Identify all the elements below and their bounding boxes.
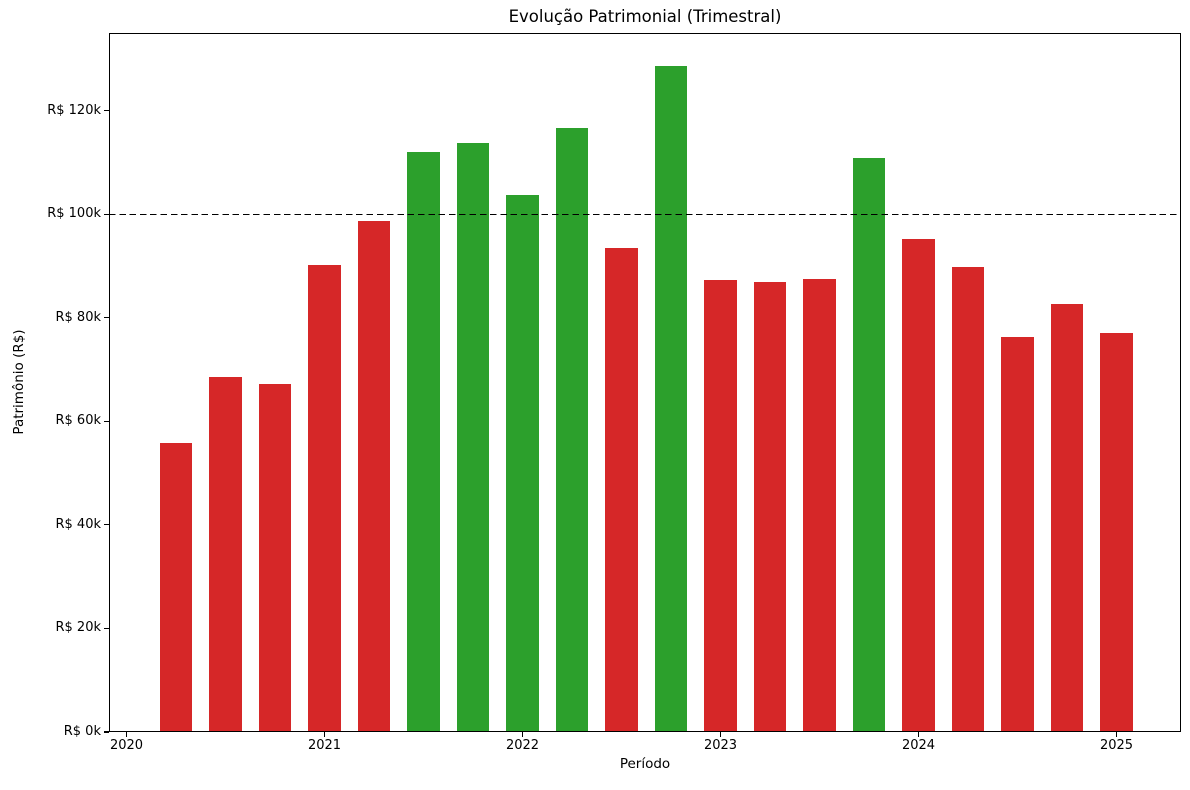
y-tick-mark [104, 627, 109, 630]
bar-2022-Q2 [555, 127, 589, 732]
bar-2024-Q4 [1050, 304, 1084, 732]
bar-2024-Q3 [1001, 337, 1034, 732]
bar-2023-Q1 [704, 279, 737, 732]
y-tick-mark [104, 420, 109, 422]
x-tick-mark [125, 732, 128, 737]
plot-area [109, 33, 1181, 732]
x-tick-label: 2021 [307, 738, 342, 753]
y-tick-label: R$ 80k [55, 309, 101, 325]
bar-2021-Q1 [308, 265, 341, 732]
bar-2025-Q1 [1100, 333, 1133, 732]
bar-2022-Q4 [654, 65, 688, 732]
y-tick-label: R$ 120k [47, 102, 101, 118]
bar-2020-Q3 [209, 377, 242, 732]
y-tick-label: R$ 20k [55, 620, 101, 636]
x-axis-label: Período [619, 756, 671, 772]
x-tick-mark [1115, 732, 1118, 737]
bar-2023-Q3 [803, 278, 836, 732]
x-tick-mark [917, 732, 920, 737]
reference-line-100k [109, 213, 1181, 215]
x-tick-mark [719, 732, 722, 737]
chart-title: Evolução Patrimonial (Trimestral) [508, 7, 782, 26]
y-tick-mark [104, 524, 109, 526]
y-tick-mark [104, 731, 109, 733]
y-tick-mark [104, 317, 109, 319]
bar-2021-Q4 [456, 142, 490, 732]
y-tick-label: R$ 100k [47, 206, 101, 222]
x-tick-mark [521, 732, 524, 737]
y-tick-label: R$ 0k [63, 724, 101, 739]
x-tick-label: 2024 [901, 738, 936, 753]
y-tick-mark [104, 110, 109, 112]
bar-2020-Q2 [159, 442, 193, 732]
x-tick-label: 2022 [505, 738, 540, 753]
bar-2022-Q1 [506, 195, 539, 732]
bar-2020-Q4 [258, 383, 292, 732]
bar-2023-Q4 [852, 157, 886, 732]
y-tick-label: R$ 60k [55, 413, 101, 429]
bar-2024-Q1 [902, 239, 935, 732]
bar-2022-Q3 [605, 247, 638, 732]
y-tick-mark [104, 213, 109, 215]
x-tick-label: 2023 [703, 738, 738, 753]
bar-2024-Q2 [951, 267, 985, 732]
y-tick-label: R$ 40k [55, 516, 101, 532]
x-tick-mark [323, 732, 326, 737]
bar-2021-Q2 [357, 221, 391, 732]
x-tick-label: 2020 [109, 738, 144, 753]
bar-2021-Q3 [407, 152, 440, 732]
bar-2023-Q2 [753, 282, 787, 732]
x-tick-label: 2025 [1099, 738, 1134, 753]
